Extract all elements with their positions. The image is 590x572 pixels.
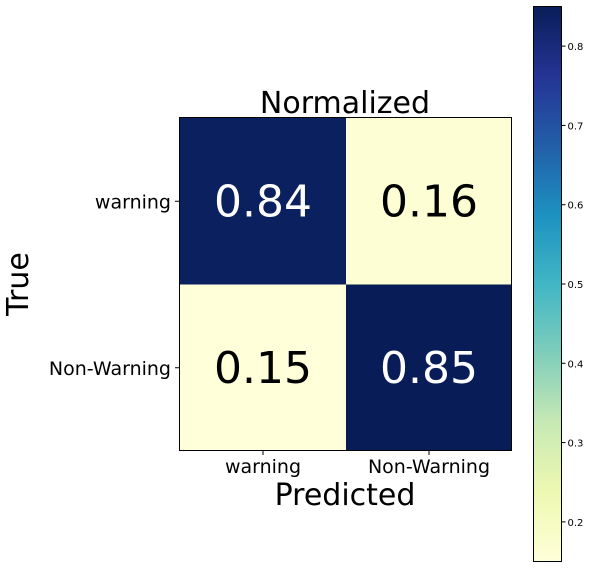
cell-value-label-r0-c1: 0.16 xyxy=(380,176,478,227)
plot-frame xyxy=(179,117,512,451)
heatmap-cell-r1-c0 xyxy=(180,284,346,451)
x-axis-ticks: warning Non-Warning xyxy=(225,451,490,478)
colorbar-tick-label: 0.6 xyxy=(568,201,584,212)
chart-title: Normalized xyxy=(260,86,430,121)
colorbar xyxy=(533,6,562,562)
x-axis-label: Predicted xyxy=(275,478,416,513)
heatmap-cell-r1-c1 xyxy=(346,284,512,451)
y-tick-label: warning xyxy=(95,191,171,213)
colorbar-tick-label: 0.8 xyxy=(568,42,584,53)
heatmap-cell-r0-c0 xyxy=(180,118,346,285)
y-axis-label: True xyxy=(1,252,36,317)
cell-value-label-r1-c0: 0.15 xyxy=(214,343,312,394)
cell-value-label-r0-c0: 0.84 xyxy=(214,176,312,227)
colorbar-tick-label: 0.2 xyxy=(568,518,584,529)
colorbar-tick-label: 0.5 xyxy=(568,280,584,291)
colorbar-tick-label: 0.4 xyxy=(568,359,584,370)
colorbar-tick-label: 0.7 xyxy=(568,121,584,132)
x-tick-label: Non-Warning xyxy=(368,456,490,478)
y-axis-ticks: warning Non-Warning xyxy=(49,191,179,380)
y-tick-label: Non-Warning xyxy=(49,358,171,380)
cell-value-label-r1-c1: 0.85 xyxy=(380,343,478,394)
colorbar-tick-label: 0.3 xyxy=(568,439,584,450)
heatmap-value-labels: 0.84 0.16 0.15 0.85 xyxy=(214,176,478,394)
heatmap-cells xyxy=(180,118,512,451)
heatmap-cell-r0-c1 xyxy=(346,118,512,285)
colorbar-ticks: 0.2 0.3 0.4 0.5 0.6 0.7 0.8 xyxy=(561,42,584,529)
x-tick-label: warning xyxy=(225,456,301,478)
